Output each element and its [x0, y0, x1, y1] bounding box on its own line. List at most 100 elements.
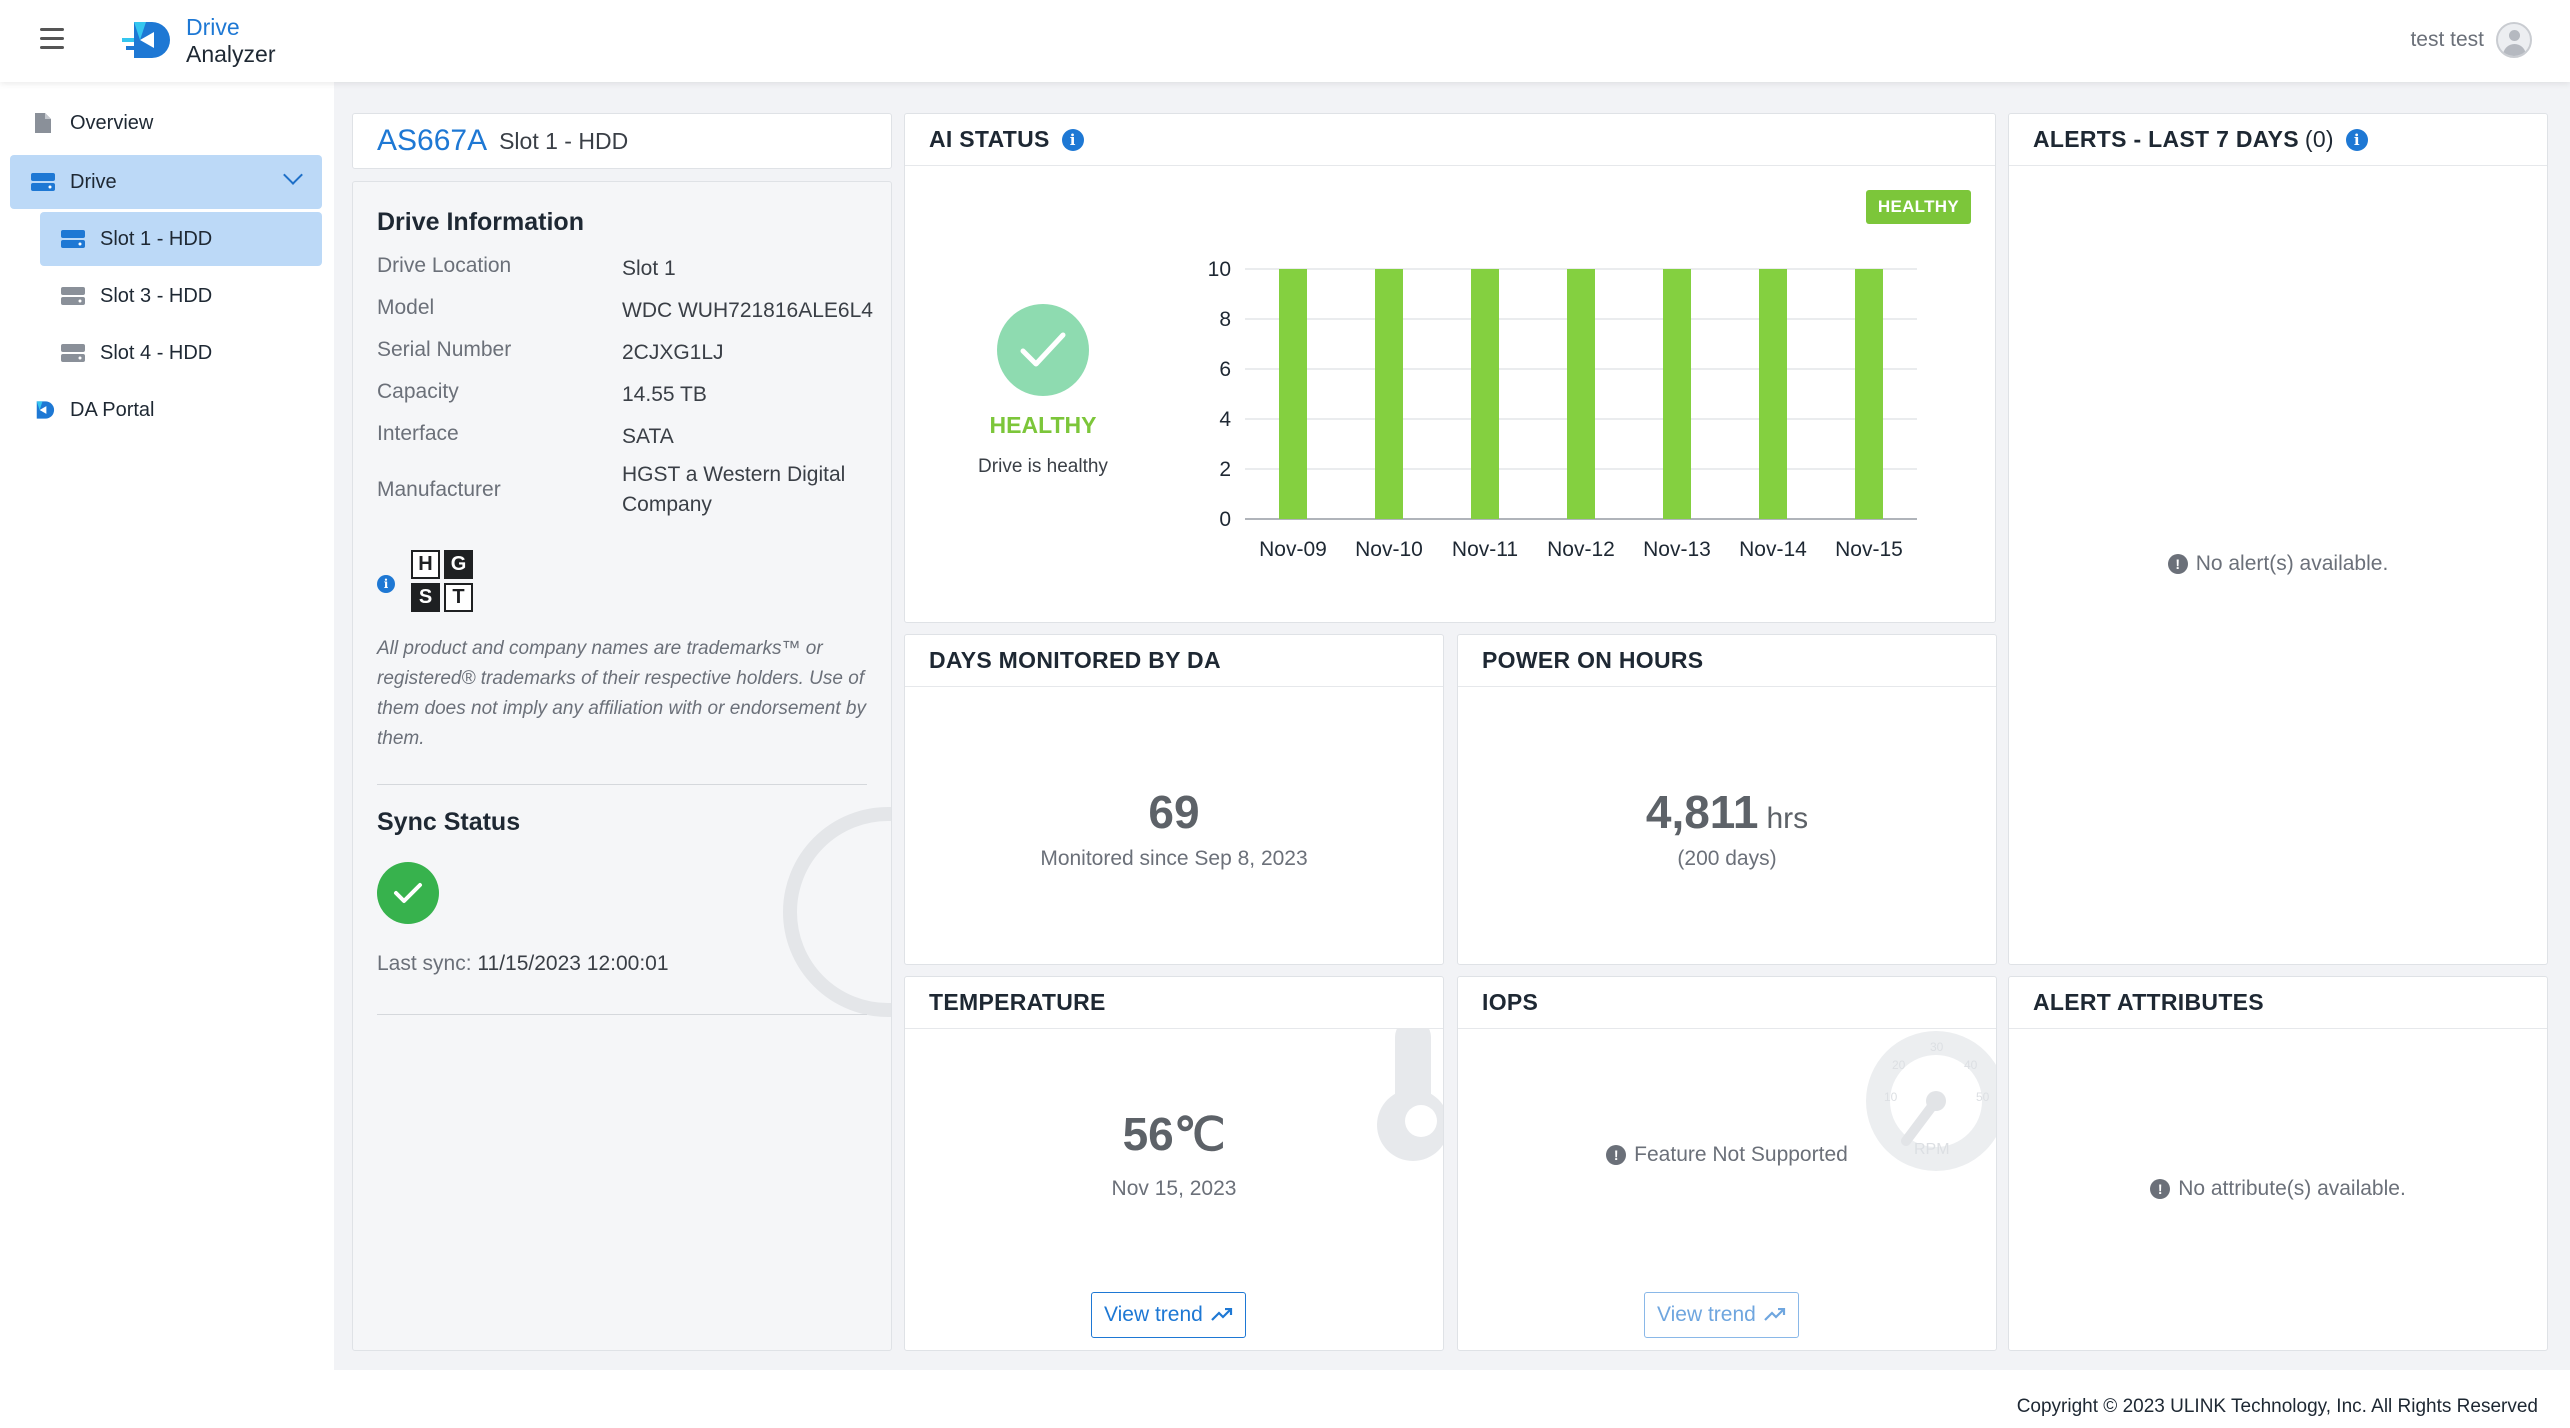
logo-letter: S	[411, 583, 440, 612]
sidebar-item-overview[interactable]: Overview	[10, 96, 322, 150]
info-icon[interactable]: i	[2345, 128, 2368, 151]
bar[interactable]	[1663, 269, 1691, 519]
menu-icon[interactable]	[40, 28, 64, 50]
power-on-hours-title: POWER ON HOURS	[1458, 635, 1996, 687]
sidebar-item-label: Slot 4 - HDD	[100, 341, 213, 364]
bar[interactable]	[1279, 269, 1307, 519]
info-key: Drive Location	[377, 254, 512, 277]
x-tick-label: Nov-11	[1452, 538, 1518, 561]
x-tick-label: Nov-12	[1547, 538, 1615, 561]
sidebar-item-label: DA Portal	[70, 398, 155, 421]
info-key: Capacity	[377, 380, 459, 403]
drive-information-card: Drive Information Drive Location Slot 1 …	[352, 181, 892, 1351]
x-tick-label: Nov-09	[1259, 538, 1327, 561]
bar[interactable]	[1759, 269, 1787, 519]
document-icon	[30, 110, 56, 136]
sync-status-heading: Sync Status	[377, 808, 521, 836]
copyright: Copyright © 2023 ULINK Technology, Inc. …	[2016, 1396, 2538, 1417]
sidebar-item-label: Drive	[70, 170, 117, 193]
drive-slot: Slot 1 - HDD	[499, 127, 629, 154]
sidebar-item-drive[interactable]: Drive	[10, 155, 322, 209]
ai-status-card: AI STATUS i HEALTHY HEALTHY Drive is hea…	[904, 113, 1996, 623]
info-value: Slot 1	[622, 257, 676, 280]
clock-icon	[783, 807, 891, 1017]
info-key: Interface	[377, 422, 459, 445]
sidebar-item-slot4[interactable]: Slot 4 - HDD	[40, 326, 322, 380]
temperature-card: TEMPERATURE 56℃ Nov 15, 2023 View trend	[904, 976, 1444, 1351]
view-trend-label: View trend	[1657, 1303, 1756, 1326]
bar[interactable]	[1567, 269, 1595, 519]
trademark-disclaimer: All product and company names are tradem…	[377, 638, 866, 749]
divider	[377, 784, 867, 785]
x-tick-label: Nov-13	[1643, 538, 1711, 561]
avatar[interactable]	[2496, 22, 2532, 58]
drive-icon	[30, 169, 56, 195]
user-menu[interactable]: test test	[2410, 22, 2532, 58]
attributes-empty-text: No attribute(s) available.	[2178, 1177, 2406, 1200]
logo-letter: H	[411, 550, 440, 579]
power-hours-number: 4,811	[1645, 786, 1759, 838]
info-key: Manufacturer	[377, 478, 501, 501]
drive-information-heading: Drive Information	[377, 208, 584, 236]
speedometer-icon: 20 30 40 10 50 RPM	[1866, 1031, 1996, 1171]
view-trend-button[interactable]: View trend	[1091, 1292, 1246, 1338]
da-portal-logo-icon	[30, 397, 56, 423]
user-name[interactable]: test test	[2410, 28, 2484, 51]
alerts-card: ALERTS - LAST 7 DAYS (0) i ! No alert(s)…	[2008, 113, 2548, 965]
temperature-value: 56℃	[1122, 1108, 1226, 1160]
info-value: WDC WUH721816ALE6L4	[622, 299, 873, 322]
power-hours-unit: hrs	[1766, 802, 1809, 835]
bar[interactable]	[1375, 269, 1403, 519]
trend-up-icon	[1764, 1308, 1785, 1321]
sidebar-item-slot1[interactable]: Slot 1 - HDD	[40, 212, 322, 266]
bar[interactable]	[1855, 269, 1883, 519]
chevron-down-icon[interactable]	[283, 165, 303, 185]
alerts-title: ALERTS - LAST 7 DAYS	[2033, 126, 2299, 152]
y-tick-label: 10	[1208, 258, 1231, 281]
brand-line2: Analyzer	[186, 41, 276, 67]
attributes-empty-message: ! No attribute(s) available.	[2009, 1177, 2547, 1201]
monitored-since: Monitored since Sep 8, 2023	[1040, 847, 1308, 870]
info-key: Model	[377, 296, 435, 319]
exclamation-icon: !	[2167, 554, 2188, 574]
info-icon[interactable]: i	[1061, 128, 1084, 151]
iops-title: IOPS	[1458, 977, 1996, 1029]
logo-letter: T	[444, 583, 473, 612]
view-trend-button[interactable]: View trend	[1644, 1292, 1799, 1338]
hgst-logo: H G S T	[411, 550, 475, 614]
status-badge: HEALTHY	[1865, 190, 1971, 224]
sidebar: Overview Drive Slot 1 - HDD Slot 3 - HDD…	[0, 82, 334, 1428]
health-description: Drive is healthy	[978, 456, 1108, 477]
logo-letter: G	[444, 550, 473, 579]
sidebar-item-slot3[interactable]: Slot 3 - HDD	[40, 269, 322, 323]
thermometer-icon	[1377, 1029, 1443, 1161]
health-bar-chart: 0 2 4 6 8 10 Nov-09 Nov-10 Nov-11 Nov-12 Nov-13 Nov…	[1208, 258, 1917, 561]
top-bar: Drive Analyzer test test	[0, 0, 2570, 82]
sidebar-item-label: Slot 1 - HDD	[100, 227, 213, 250]
days-monitored-card: DAYS MONITORED BY DA 69 Monitored since …	[904, 634, 1444, 965]
y-tick-label: 2	[1219, 458, 1231, 481]
bar[interactable]	[1471, 269, 1499, 519]
info-value: SATA	[622, 425, 674, 448]
sidebar-item-da-portal[interactable]: DA Portal	[10, 383, 322, 437]
x-tick-label: Nov-14	[1739, 538, 1807, 561]
alert-attributes-card: ALERT ATTRIBUTES ! No attribute(s) avail…	[2008, 976, 2548, 1351]
days-monitored-value: 69	[1148, 786, 1200, 838]
x-tick-label: Nov-15	[1835, 538, 1903, 561]
svg-text:10: 10	[1884, 1090, 1898, 1104]
ai-status-title: AI STATUS	[929, 126, 1050, 152]
temperature-date: Nov 15, 2023	[1111, 1177, 1237, 1200]
drive-id: AS667A	[377, 124, 488, 157]
divider	[377, 1014, 867, 1015]
health-status: HEALTHY	[989, 412, 1097, 438]
trend-up-icon	[1211, 1308, 1232, 1321]
y-tick-label: 0	[1219, 508, 1231, 531]
info-icon[interactable]: i	[377, 575, 395, 593]
drive-title-card: AS667A Slot 1 - HDD	[352, 113, 892, 169]
y-tick-label: 4	[1219, 408, 1231, 431]
exclamation-icon: !	[1606, 1145, 1627, 1165]
brand-line1: Drive	[186, 14, 240, 40]
svg-text:30: 30	[1930, 1040, 1944, 1054]
info-value: 14.55 TB	[622, 383, 707, 406]
view-trend-label: View trend	[1104, 1303, 1203, 1326]
